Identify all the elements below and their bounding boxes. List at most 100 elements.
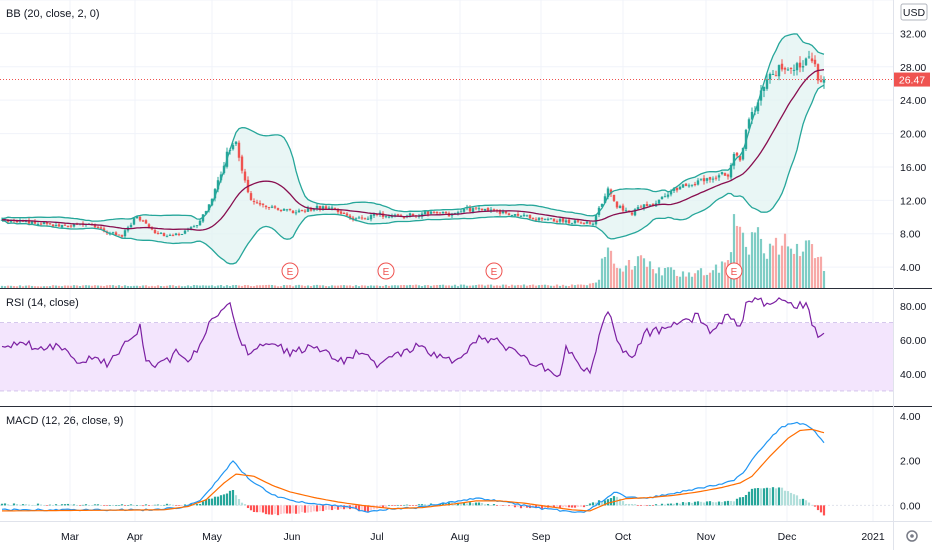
macd-histogram-bar xyxy=(9,505,13,506)
candle-body xyxy=(93,224,97,228)
candle-body xyxy=(144,220,148,224)
volume-bar xyxy=(780,245,784,288)
volume-bar xyxy=(234,285,238,288)
candle-body xyxy=(531,218,535,220)
macd-histogram-bar xyxy=(606,499,610,506)
volume-bar xyxy=(489,284,493,288)
macd-histogram-bar xyxy=(24,504,28,506)
volume-bar xyxy=(243,285,247,288)
macd-histogram-bar xyxy=(762,488,766,506)
macd-histogram-bar xyxy=(498,505,502,506)
macd-histogram-bar xyxy=(369,505,373,511)
macd-histogram-bar xyxy=(573,505,577,508)
candle-body xyxy=(69,225,73,227)
macd-histogram-bar xyxy=(612,496,616,506)
macd-histogram-bar xyxy=(282,505,286,514)
currency-badge[interactable] xyxy=(900,3,928,21)
candle-body xyxy=(141,220,145,222)
volume-bar xyxy=(702,275,706,288)
volume-bar xyxy=(402,285,406,288)
candle-body xyxy=(282,209,286,211)
candle-body xyxy=(429,211,433,214)
macd-histogram-bar xyxy=(276,505,280,516)
candle-body xyxy=(132,218,136,225)
macd-histogram-bar xyxy=(147,505,151,506)
volume-bar xyxy=(717,272,721,288)
candle-body xyxy=(303,210,307,212)
volume-bar xyxy=(117,285,121,288)
earnings-mark[interactable] xyxy=(485,262,503,280)
volume-bar xyxy=(387,285,391,288)
macd-histogram-bar xyxy=(774,488,778,506)
earnings-mark[interactable] xyxy=(725,262,743,280)
macd-histogram-bar xyxy=(87,505,91,506)
time-axis-tick: Nov xyxy=(697,531,716,543)
candle-body xyxy=(648,204,652,206)
macd-histogram-bar xyxy=(153,504,157,506)
macd-histogram-bar xyxy=(579,505,583,507)
candle-body xyxy=(327,207,331,209)
earnings-mark[interactable] xyxy=(281,262,299,280)
macd-histogram-bar xyxy=(654,504,658,506)
macd-histogram-bar xyxy=(195,504,199,506)
rsi-indicator-label[interactable]: RSI (14, close) xyxy=(6,297,79,309)
volume-bar xyxy=(162,286,166,288)
candle-body xyxy=(609,189,613,194)
macd-histogram-bar xyxy=(687,502,691,506)
macd-line[interactable] xyxy=(1,421,825,513)
candle-body xyxy=(309,208,313,211)
macd-histogram-bar xyxy=(468,502,472,506)
volume-bar xyxy=(66,285,70,288)
macd-histogram-bar xyxy=(126,505,130,506)
candle-body xyxy=(288,208,292,210)
macd-histogram-bar xyxy=(702,502,706,506)
volume-bar xyxy=(42,286,46,288)
volume-bar xyxy=(195,285,199,288)
macd-histogram-bar xyxy=(804,500,808,506)
volume-bar xyxy=(318,285,322,288)
volume-bar xyxy=(297,284,301,288)
bb-upper-line[interactable] xyxy=(1,33,825,222)
macd-histogram-bar xyxy=(492,504,496,506)
macd-signal-line[interactable] xyxy=(2,428,825,512)
volume-bar xyxy=(144,285,148,288)
candle-body xyxy=(795,63,799,71)
gear-icon[interactable] xyxy=(906,530,918,542)
rsi-line[interactable] xyxy=(1,296,825,378)
volume-bar xyxy=(642,258,646,288)
macd-histogram-bar xyxy=(735,498,739,506)
volume-bar xyxy=(237,285,241,288)
volume-bar xyxy=(615,267,619,288)
volume-bar xyxy=(84,285,88,288)
bb-basis-line[interactable] xyxy=(1,69,825,231)
macd-indicator-label[interactable]: MACD (12, 26, close, 9) xyxy=(6,415,123,427)
macd-histogram-bar xyxy=(681,502,685,506)
macd-histogram-bar xyxy=(198,503,202,506)
candle-body xyxy=(138,216,142,221)
candle-body xyxy=(777,65,781,77)
volume-bar xyxy=(315,284,319,288)
volume-bar xyxy=(96,285,100,288)
volume-bar xyxy=(417,285,421,288)
volume-bar xyxy=(306,285,310,288)
candle-body xyxy=(723,173,727,176)
candle-body xyxy=(786,69,790,71)
macd-histogram-bar xyxy=(36,503,40,506)
macd-histogram-bar xyxy=(363,505,367,512)
volume-bar xyxy=(414,284,418,288)
axes: 4.00 8.00 12.00 16.00 20.00 24.00 28.00 32.00 40… xyxy=(61,28,926,543)
candle-body xyxy=(567,219,571,224)
candle-body xyxy=(780,63,784,70)
macd-histogram-bar xyxy=(777,487,781,506)
macd-histogram-bar xyxy=(21,504,25,506)
volume-bar xyxy=(213,286,217,288)
volume-bar xyxy=(192,284,196,288)
price-indicator-label[interactable]: BB (20, close, 2, 0) xyxy=(6,8,100,20)
bb-lower-line[interactable] xyxy=(1,84,825,265)
volume-bar xyxy=(312,285,316,288)
earnings-mark[interactable] xyxy=(377,262,395,280)
macd-histogram-bar xyxy=(810,504,814,506)
price-axis-tick: 24.00 xyxy=(900,95,926,107)
